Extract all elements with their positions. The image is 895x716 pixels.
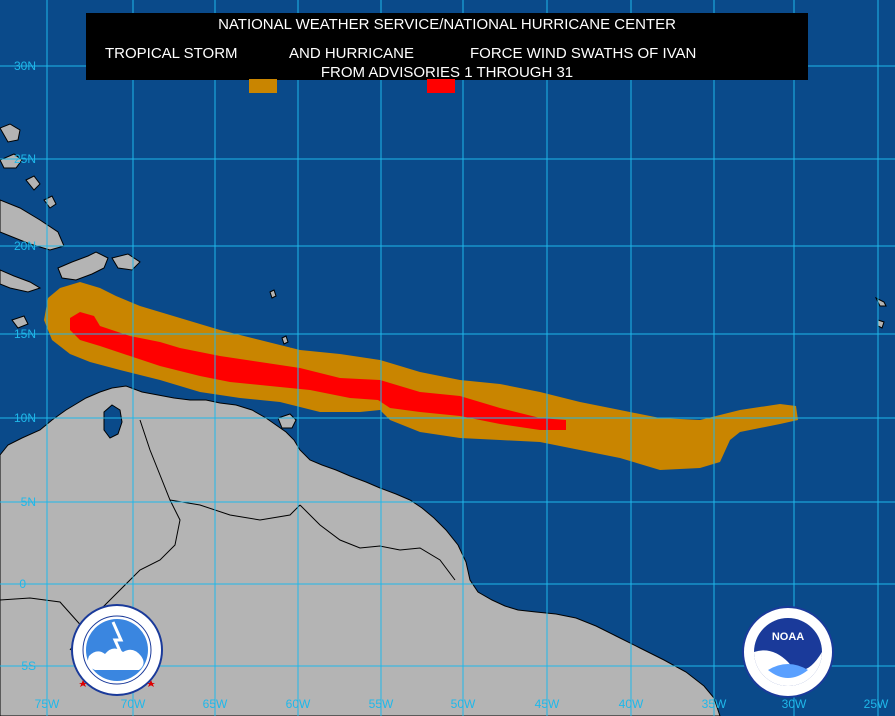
label-tropical-storm: TROPICAL STORM	[105, 45, 238, 62]
latitude-labels: 30N 25N 20N 15N 10N 5N 0 5S	[14, 59, 36, 673]
lat-label: 5N	[21, 495, 36, 509]
title-box: NATIONAL WEATHER SERVICE/NATIONAL HURRIC…	[86, 13, 808, 93]
lake-maracaibo	[103, 404, 123, 439]
lat-label: 25N	[14, 152, 36, 166]
lon-label: 50W	[451, 697, 476, 711]
lat-label: 15N	[14, 327, 36, 341]
hurricane-swath	[70, 312, 566, 430]
lon-label: 60W	[286, 697, 311, 711]
lat-label: 0	[19, 577, 26, 591]
lon-label: 45W	[535, 697, 560, 711]
lat-label: 20N	[14, 239, 36, 253]
lon-label: 30W	[782, 697, 807, 711]
lon-label: 70W	[121, 697, 146, 711]
lat-label: 30N	[14, 59, 36, 73]
noaa-logo-text: NOAA	[772, 631, 804, 643]
lon-label: 35W	[702, 697, 727, 711]
lat-label: 10N	[14, 411, 36, 425]
nws-logo	[71, 604, 163, 696]
title-line-3: FROM ADVISORIES 1 THROUGH 31	[320, 64, 574, 81]
lat-label: 5S	[21, 659, 36, 673]
lon-label: 65W	[203, 697, 228, 711]
lon-label: 40W	[619, 697, 644, 711]
south-america-land	[0, 385, 721, 716]
hurricane-swatch	[427, 79, 455, 93]
lon-label: 75W	[35, 697, 60, 711]
tropical-storm-swath	[44, 282, 798, 470]
lon-label: 55W	[369, 697, 394, 711]
longitude-labels: 75W 70W 65W 60W 55W 50W 45W 40W 35W 30W …	[35, 697, 889, 711]
title-line-1: NATIONAL WEATHER SERVICE/NATIONAL HURRIC…	[218, 16, 676, 33]
label-and-hurricane: AND HURRICANE	[289, 45, 415, 62]
tropical-storm-swatch	[249, 79, 277, 93]
lon-label: 25W	[864, 697, 889, 711]
caribbean-islands	[0, 123, 887, 390]
label-force-wind: FORCE WIND SWATHS OF IVAN	[470, 45, 697, 62]
noaa-logo: NOAA	[742, 606, 834, 698]
